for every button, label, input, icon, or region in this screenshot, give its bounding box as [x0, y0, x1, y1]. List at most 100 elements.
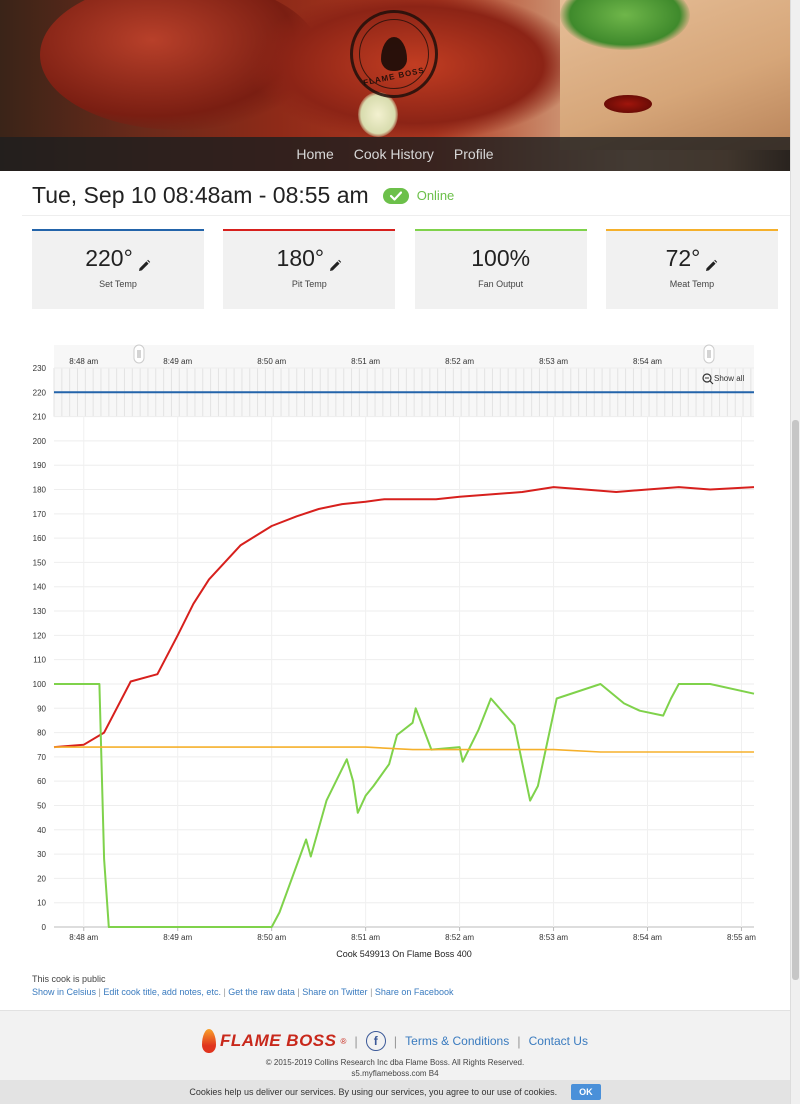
- set-temp-caption: Set Temp: [99, 279, 137, 289]
- show-celsius-link[interactable]: Show in Celsius: [32, 987, 97, 997]
- header-divider: [22, 215, 790, 216]
- page-scrollbar[interactable]: [790, 0, 800, 1104]
- pit-temp-value: 180°: [276, 245, 325, 271]
- brand-name: FLAME BOSS: [220, 1031, 337, 1050]
- raw-data-link[interactable]: Get the raw data: [228, 987, 295, 997]
- y-tick-label: 160: [33, 534, 47, 543]
- share-facebook-link[interactable]: Share on Facebook: [374, 987, 454, 997]
- y-tick-label: 90: [37, 704, 46, 713]
- public-note: This cook is public: [32, 974, 106, 984]
- fan-output-caption: Fan Output: [478, 279, 524, 289]
- separator: |: [517, 1033, 521, 1049]
- y-tick-label: 220: [33, 388, 47, 397]
- y-tick-label: 20: [37, 874, 46, 883]
- nav-profile[interactable]: Profile: [453, 146, 494, 162]
- separator: |: [393, 1033, 398, 1049]
- x-tick-label: 8:48 am: [69, 933, 98, 942]
- nav-cook-history[interactable]: Cook History: [353, 146, 434, 162]
- meat-temp-line: [54, 746, 754, 753]
- navigator-tick-label: 8:49 am: [163, 357, 192, 366]
- cookie-banner: Cookies help us deliver our services. By…: [0, 1080, 790, 1104]
- pencil-icon[interactable]: [328, 252, 342, 271]
- hero-image-lemon: [358, 92, 398, 137]
- flame-icon: [202, 1029, 217, 1053]
- hero-image-sauce: [604, 95, 652, 113]
- status-label: Online: [416, 188, 455, 203]
- cookie-ok-button[interactable]: OK: [571, 1084, 601, 1100]
- fan-output-line: [54, 683, 755, 928]
- x-tick-label: 8:51 am: [351, 933, 380, 942]
- meat-temp-caption: Meat Temp: [669, 279, 715, 289]
- navigator-handle: [703, 344, 715, 364]
- x-tick-label: 8:52 am: [445, 933, 474, 942]
- y-tick-label: 50: [37, 801, 46, 810]
- x-tick-label: 8:55 am: [727, 933, 756, 942]
- y-tick-label: 140: [33, 583, 47, 592]
- x-axis-title: Cook 549913 On Flame Boss 400: [336, 949, 472, 959]
- navigator-handle: [133, 344, 145, 364]
- nav-home[interactable]: Home: [296, 146, 334, 162]
- y-tick-label: 170: [33, 510, 47, 519]
- scrollbar-thumb[interactable]: [792, 420, 799, 980]
- navigator-tick-label: 8:53 am: [539, 357, 568, 366]
- navigator-tick-label: 8:51 am: [351, 357, 380, 366]
- footer-brand[interactable]: FLAME BOSS ®: [202, 1029, 346, 1053]
- copyright: © 2015-2019 Collins Research Inc dba Fla…: [265, 1058, 525, 1067]
- status-indicator: Online: [382, 187, 455, 204]
- y-tick-label: 130: [33, 607, 47, 616]
- y-tick-label: 230: [33, 364, 47, 373]
- y-tick-label: 0: [42, 923, 47, 932]
- cook-actions: Show in Celsius | Edit cook title, add n…: [32, 987, 454, 997]
- pit-temp-card: 180° Pit Temp: [223, 229, 396, 309]
- terms-link[interactable]: Terms & Conditions: [405, 1034, 510, 1048]
- edit-cook-link[interactable]: Edit cook title, add notes, etc.: [103, 987, 221, 997]
- fan-output-card: 100% Fan Output: [414, 229, 587, 309]
- show-all-button[interactable]: Show all: [714, 374, 744, 383]
- cook-chart: 8:48 am 8:49 am 8:50 am 8:51 am 8:52 am 8:53 …: [22, 340, 762, 970]
- x-tick-label: 8:54 am: [633, 933, 662, 942]
- facebook-icon[interactable]: f: [365, 1031, 386, 1051]
- navigator-tick-label: 8:52 am: [445, 357, 474, 366]
- share-twitter-link[interactable]: Share on Twitter: [302, 987, 368, 997]
- x-tick-label: 8:53 am: [539, 933, 568, 942]
- cook-chart-svg: 8:48 am 8:49 am 8:50 am 8:51 am 8:52 am 8:53 …: [33, 344, 756, 959]
- y-tick-label: 10: [37, 899, 46, 908]
- y-tick-label: 110: [33, 656, 46, 665]
- flame-boss-logo[interactable]: FLAME BOSS: [350, 10, 438, 98]
- main-nav: Home Cook History Profile: [0, 137, 790, 171]
- y-tick-label: 200: [33, 437, 47, 446]
- page-header: Tue, Sep 10 08:48am - 08:55 am Online: [32, 182, 454, 209]
- check-icon: [382, 187, 409, 204]
- navigator-tick-label: 8:50 am: [257, 357, 286, 366]
- y-tick-label: 70: [37, 753, 46, 762]
- zoom-out-icon: [702, 373, 712, 383]
- hero-banner: FLAME BOSS Home Cook History Profile: [0, 0, 790, 171]
- y-tick-label: 100: [33, 680, 47, 689]
- zoom-out-icon-handle: [709, 380, 714, 385]
- y-tick-label: 80: [37, 729, 46, 738]
- y-tick-label: 210: [33, 413, 47, 422]
- y-tick-label: 40: [37, 826, 46, 835]
- registered-mark: ®: [340, 1036, 347, 1046]
- set-temp-card: 220° Set Temp: [32, 229, 204, 309]
- pit-temp-line: [53, 486, 755, 749]
- pit-temp-caption: Pit Temp: [291, 279, 327, 289]
- fan-output-value: 100%: [471, 245, 531, 271]
- page-title: Tue, Sep 10 08:48am - 08:55 am: [32, 182, 369, 208]
- logo-seal-text: FLAME BOSS: [362, 65, 426, 88]
- y-tick-label: 60: [37, 777, 46, 786]
- contact-link[interactable]: Contact Us: [528, 1034, 588, 1048]
- cookie-text: Cookies help us deliver our services. By…: [189, 1087, 558, 1097]
- y-tick-label: 150: [33, 558, 47, 567]
- chart-navigator: [54, 345, 754, 417]
- x-tick-label: 8:49 am: [163, 933, 192, 942]
- y-tick-label: 190: [33, 461, 47, 470]
- meat-temp-value: 72°: [665, 245, 701, 271]
- navigator-tick-label: 8:48 am: [69, 357, 98, 366]
- pencil-icon[interactable]: [704, 252, 718, 271]
- pencil-icon[interactable]: [137, 252, 151, 271]
- y-tick-label: 30: [37, 850, 46, 859]
- set-temp-value: 220°: [85, 245, 133, 271]
- navigator-tick-label: 8:54 am: [633, 357, 662, 366]
- flame-icon: [381, 37, 407, 71]
